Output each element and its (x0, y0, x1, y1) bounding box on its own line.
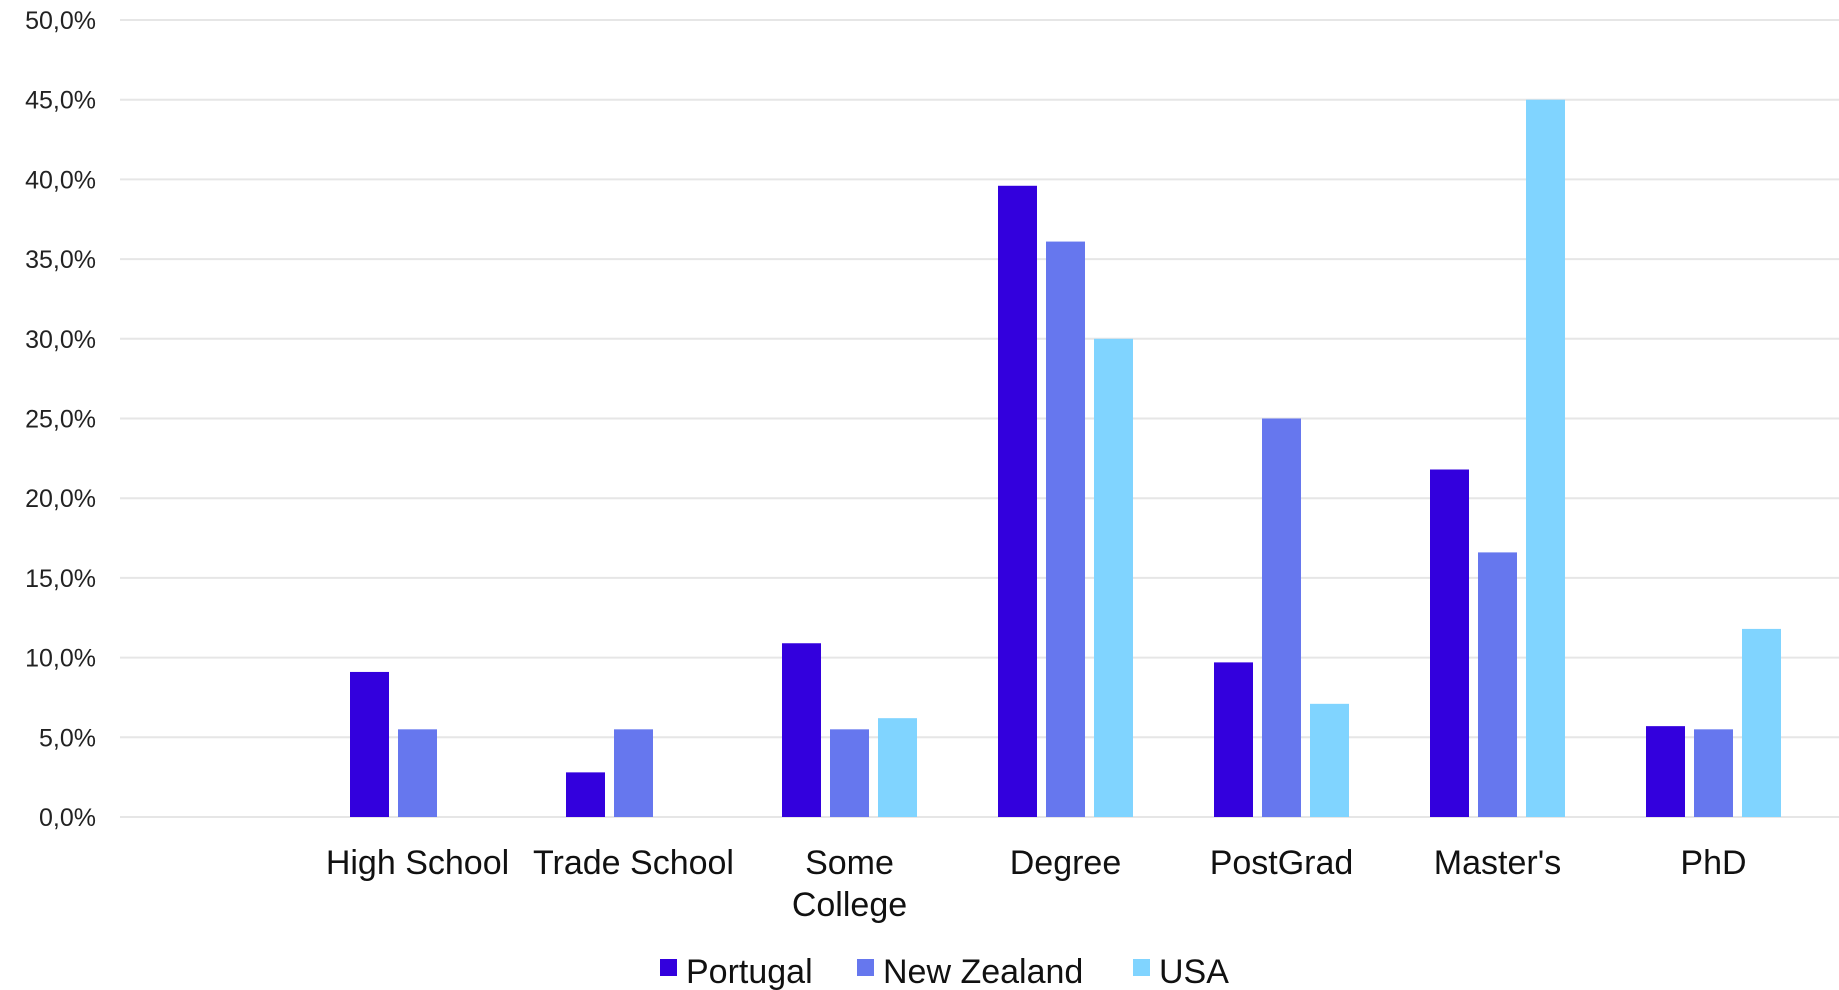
legend-label: Portugal (686, 953, 813, 990)
bar-portugal-6 (1430, 469, 1469, 817)
bar-usa-4 (1094, 338, 1133, 817)
bar-portugal-4 (998, 185, 1037, 817)
x-category-label: High School (326, 844, 509, 882)
bar-portugal-1 (350, 671, 389, 817)
legend-label: USA (1159, 953, 1229, 990)
y-tick-label: 0,0% (39, 804, 96, 832)
legend: Portugal New Zealand USA (660, 953, 1229, 990)
legend-swatch-new-zealand (857, 959, 874, 976)
bar-new-zealand-1 (398, 729, 437, 817)
bar-usa-7 (1742, 628, 1781, 817)
bar-new-zealand-5 (1262, 418, 1301, 817)
bar-usa-6 (1526, 99, 1565, 817)
y-tick-label: 50,0% (25, 7, 96, 35)
y-tick-label: 25,0% (25, 406, 96, 434)
x-category-label: PostGrad (1210, 844, 1354, 882)
bar-new-zealand-7 (1694, 729, 1733, 817)
y-tick-label: 15,0% (25, 565, 96, 593)
bar-new-zealand-3 (830, 729, 869, 817)
x-axis-category-labels: High School Trade School Some College Degree… (326, 844, 1747, 924)
y-tick-label: 35,0% (25, 246, 96, 274)
bar-usa-3 (878, 718, 917, 817)
y-tick-label: 5,0% (39, 724, 96, 752)
y-tick-label: 20,0% (25, 485, 96, 513)
bar-new-zealand-4 (1046, 241, 1085, 818)
bar-portugal-5 (1214, 662, 1253, 817)
x-category-label: Master's (1434, 844, 1561, 882)
legend-swatch-usa (1133, 959, 1150, 976)
legend-swatch-portugal (660, 959, 677, 976)
bar-new-zealand-6 (1478, 552, 1517, 817)
y-tick-label: 40,0% (25, 166, 96, 194)
y-tick-label: 30,0% (25, 326, 96, 354)
y-tick-label: 45,0% (25, 87, 96, 115)
x-category-label: College (792, 886, 907, 924)
x-category-label: Trade School (533, 844, 734, 882)
bar-portugal-2 (566, 772, 605, 817)
bars (350, 99, 1781, 818)
x-category-label: PhD (1680, 844, 1746, 882)
x-category-label: Degree (1010, 844, 1122, 882)
bar-new-zealand-2 (614, 729, 653, 817)
y-tick-label: 10,0% (25, 645, 96, 673)
x-category-label: Some (805, 844, 894, 882)
bar-usa-5 (1310, 703, 1349, 817)
bar-portugal-3 (782, 643, 821, 817)
bar-portugal-7 (1646, 726, 1685, 817)
y-axis-tick-labels: 0,0% 5,0% 10,0% 15,0% 20,0% 25,0% 30,0% 35,0% 40… (25, 7, 96, 832)
legend-label: New Zealand (883, 953, 1083, 990)
